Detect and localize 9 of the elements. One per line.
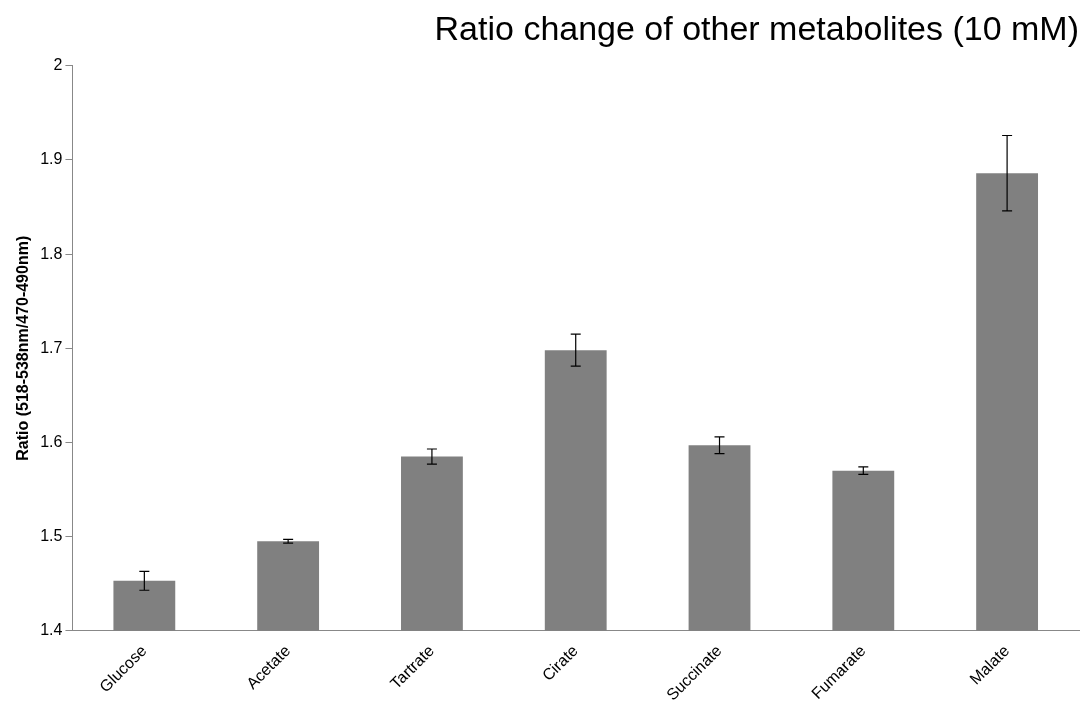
y-tick-label: 1.6 <box>40 432 63 450</box>
y-tick-label: 1.8 <box>40 244 63 262</box>
y-tick-label: 1.5 <box>40 526 63 544</box>
y-tick-label: 2 <box>53 56 63 74</box>
y-axis-title: Ratio (518-538nm/470-490nm) <box>14 235 32 461</box>
y-tick-label: 1.7 <box>40 338 63 356</box>
y-tick-label: 1.4 <box>40 621 63 639</box>
chart-title: Ratio change of other metabolites (10 mM) <box>434 8 1079 47</box>
y-tick-label: 1.9 <box>40 150 63 168</box>
